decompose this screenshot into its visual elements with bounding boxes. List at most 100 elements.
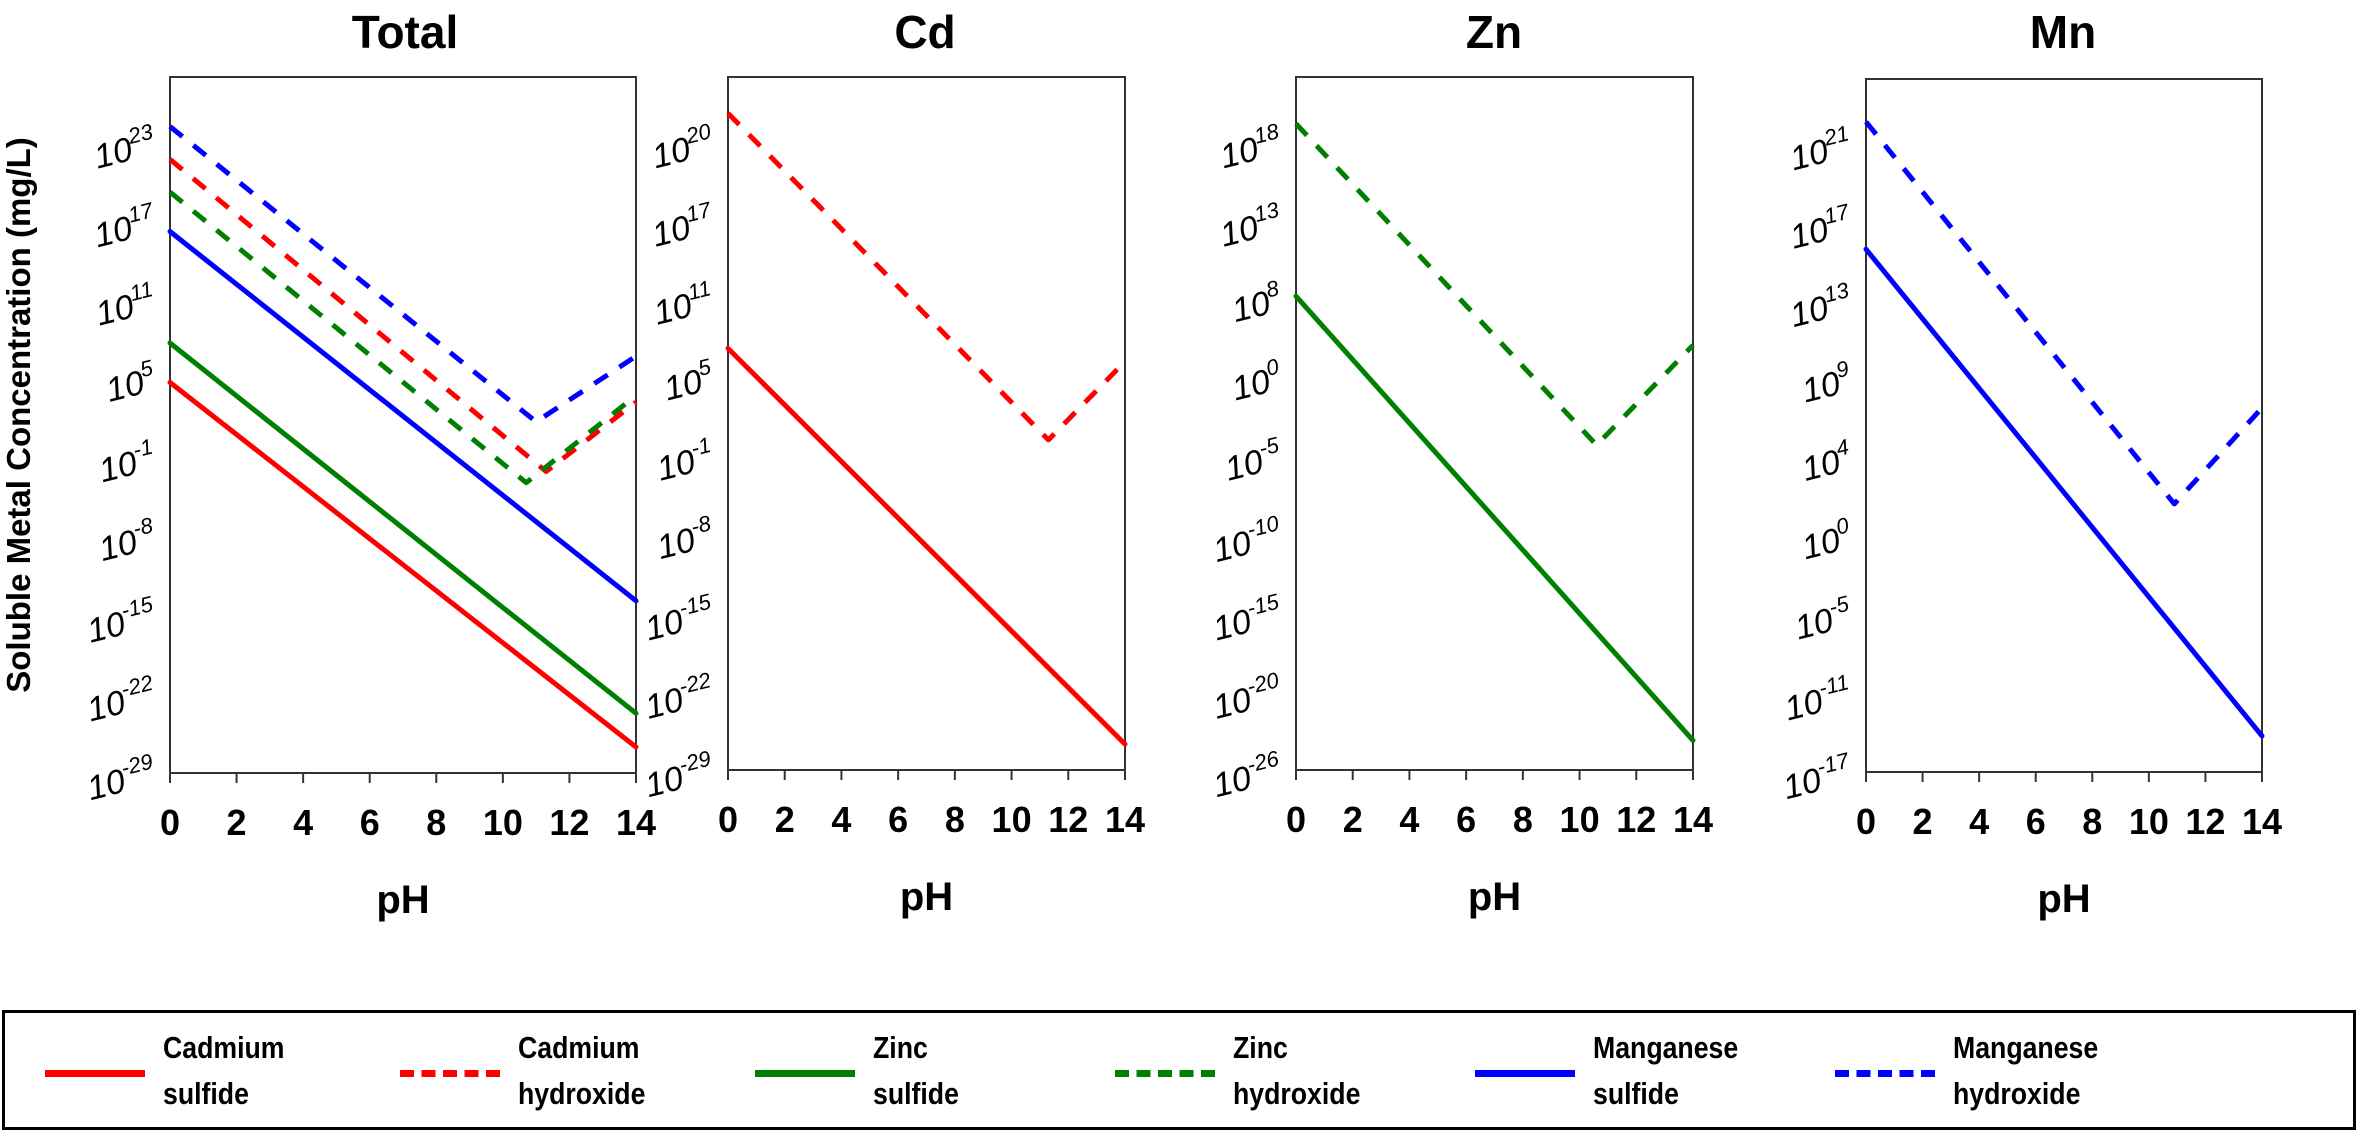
x-tick-label: 0 — [718, 799, 738, 840]
y-tick-label: 104 — [1797, 434, 1856, 489]
y-tick-label: 10-17 — [1778, 747, 1857, 807]
x-axis-label: pH — [1468, 875, 1521, 919]
x-tick-label: 8 — [1513, 799, 1533, 840]
series-line-zinc-sulfide — [167, 340, 639, 716]
x-axis-label: pH — [900, 875, 953, 919]
legend-line-swatch — [1475, 1070, 1575, 1077]
y-tick-label: 108 — [1227, 275, 1287, 330]
y-tick-label: 100 — [1797, 512, 1857, 567]
plot-frame — [727, 76, 1126, 771]
legend-label-line1: Zinc — [873, 1030, 928, 1065]
legend-line-swatch — [400, 1070, 500, 1077]
x-tick-label: 2 — [1913, 801, 1933, 842]
x-tick-label: 8 — [426, 802, 446, 843]
panel-title: Cd — [894, 6, 955, 58]
panel-mn: Mn 0 2 4 6 8 10 12 14 pH 1021 1017 1013 109 104 100 10-5… — [1778, 6, 2282, 921]
series-line-manganese-sulfide — [1863, 246, 2265, 739]
y-tick-label: 10-20 — [1208, 667, 1287, 727]
y-axis-label: Soluble Metal Concentration (mg/L) — [0, 137, 37, 693]
panel-title: Zn — [1466, 6, 1522, 58]
y-tick-label: 10-22 — [640, 667, 718, 727]
x-tick-label: 4 — [293, 802, 313, 843]
x-tick-label: 12 — [1048, 799, 1088, 840]
plot-frame — [169, 76, 637, 774]
series-line-manganese-hydroxide — [168, 124, 638, 425]
x-tick-label: 10 — [1560, 799, 1600, 840]
legend-label-line1: Cadmium — [163, 1030, 285, 1065]
legend-line-swatch — [1835, 1070, 1935, 1077]
legend-line-swatch — [755, 1070, 855, 1077]
x-tick-label: 8 — [945, 799, 965, 840]
y-tick-label: 1021 — [1785, 120, 1856, 178]
panel-title: Mn — [2030, 6, 2096, 58]
y-tick-label: 10-1 — [94, 434, 160, 491]
legend-label: Manganese sulfide — [1593, 1025, 1738, 1117]
legend: Cadmium sulfide Cadmium hydroxide Zinc sulfid… — [2, 1010, 2356, 1130]
x-tick-label: 4 — [1399, 799, 1419, 840]
y-tick-label: 100 — [1227, 353, 1287, 408]
x-tick-label: 2 — [1343, 799, 1363, 840]
series-line-cadmium-hydroxide — [726, 111, 1127, 443]
y-tick-label: 1018 — [1215, 118, 1287, 176]
x-tick-label: 12 — [1616, 799, 1656, 840]
series-line-zinc-hydroxide — [168, 190, 638, 486]
x-tick-label: 10 — [2129, 801, 2169, 842]
x-axis-label: pH — [2037, 877, 2090, 921]
x-axis-label: pH — [376, 878, 429, 922]
y-tick-label: 105 — [101, 355, 161, 410]
x-tick-label: 0 — [1856, 801, 1876, 842]
series-line-cadmium-sulfide — [167, 379, 639, 750]
legend-label-line1: Manganese — [1953, 1030, 2099, 1065]
y-tick-label: 10-26 — [1208, 745, 1287, 805]
y-tick-label: 10-1 — [652, 432, 718, 489]
y-tick-label: 1011 — [648, 275, 718, 332]
y-tick-label: 1011 — [90, 276, 160, 333]
x-tick-label: 6 — [360, 802, 380, 843]
series-line-manganese-hydroxide — [1864, 120, 2264, 507]
legend-label-line2: hydroxide — [1953, 1076, 2081, 1111]
x-tick-label: 4 — [831, 799, 851, 840]
x-tick-label: 14 — [1105, 799, 1145, 840]
x-tick-label: 0 — [1286, 799, 1306, 840]
y-tick-label: 1023 — [89, 119, 161, 177]
series-line-cadmium-hydroxide — [168, 157, 638, 474]
y-tick-label: 10-8 — [652, 510, 719, 567]
legend-label-line2: sulfide — [873, 1076, 959, 1111]
x-tick-label: 6 — [888, 799, 908, 840]
y-tick-label: 10-8 — [94, 512, 161, 569]
panel-title: Total — [352, 6, 458, 58]
legend-label: Manganese hydroxide — [1953, 1025, 2098, 1117]
series-line-manganese-sulfide — [167, 229, 639, 604]
legend-label-line1: Cadmium — [518, 1030, 640, 1065]
legend-label-line2: hydroxide — [1233, 1076, 1361, 1111]
legend-label-line2: sulfide — [163, 1076, 249, 1111]
x-tick-label: 12 — [2185, 801, 2225, 842]
y-tick-label: 10-15 — [1208, 589, 1287, 649]
x-tick-label: 6 — [1456, 799, 1476, 840]
x-tick-label: 6 — [2026, 801, 2046, 842]
y-tick-label: 1017 — [1785, 199, 1857, 257]
panel-cd: Cd 0 2 4 6 8 10 12 14 pH 1020 1017 1011 105 10-1 10-8 10… — [640, 6, 1145, 919]
y-tick-label: 1013 — [1785, 277, 1857, 335]
y-tick-label: 1017 — [89, 197, 161, 255]
panel-total: Total 0 2 4 6 8 10 12 14 pH 1023 1017 1011 105 10-1 10-… — [82, 6, 656, 922]
x-tick-label: 2 — [227, 802, 247, 843]
y-tick-label: 10-15 — [82, 591, 161, 651]
legend-label-line2: hydroxide — [518, 1076, 646, 1111]
y-tick-label: 10-11 — [1779, 669, 1856, 728]
plot-frame — [1865, 78, 2263, 773]
y-tick-label: 10-15 — [640, 589, 719, 649]
series-line-zinc-hydroxide — [1294, 121, 1695, 448]
y-tick-label: 109 — [1797, 356, 1856, 411]
legend-label: Cadmium hydroxide — [518, 1025, 645, 1117]
y-tick-label: 10-22 — [82, 670, 160, 730]
y-tick-label: 10-5 — [1220, 432, 1287, 489]
x-tick-label: 14 — [616, 802, 656, 843]
legend-label: Zinc sulfide — [873, 1025, 959, 1117]
y-tick-label: 10-10 — [1208, 510, 1287, 570]
legend-label: Cadmium sulfide — [163, 1025, 284, 1117]
figure: Soluble Metal Concentration (mg/L) Total… — [0, 6, 2282, 922]
legend-label-line1: Zinc — [1233, 1030, 1288, 1065]
y-tick-label: 105 — [659, 353, 719, 408]
x-tick-label: 10 — [992, 799, 1032, 840]
